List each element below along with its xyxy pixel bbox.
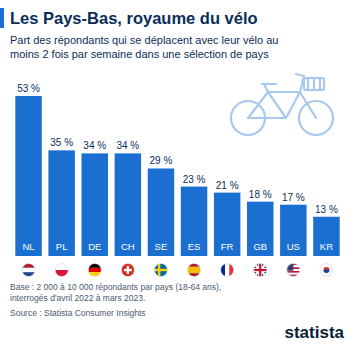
category-label: CH (121, 241, 135, 252)
bar (82, 153, 108, 256)
bar (280, 205, 306, 256)
flag-icon (22, 264, 35, 277)
category-label: DE (88, 241, 101, 252)
bar (48, 150, 74, 256)
bar (15, 96, 41, 256)
flag-outline (22, 264, 35, 277)
flag-icon (287, 264, 300, 277)
source: Source : Statista Consumer Insights (10, 308, 146, 318)
bar (148, 168, 174, 256)
flag-outline (88, 264, 101, 277)
data-label: 23 % (183, 174, 206, 185)
chart-svg: Les Pays-Bas, royaume du vélo Part des ré… (0, 0, 355, 355)
flag-icon (121, 264, 134, 277)
flag-outline (188, 264, 201, 277)
data-label: 17 % (282, 192, 305, 203)
flag-outline (221, 264, 234, 277)
data-label: 13 % (315, 204, 338, 215)
bar (313, 217, 339, 256)
category-label: KR (320, 241, 333, 252)
flag-outline (154, 264, 167, 277)
data-label: 34 % (83, 140, 106, 151)
chart-root: Les Pays-Bas, royaume du vélo Part des ré… (0, 0, 355, 355)
flag-icon (254, 264, 267, 277)
bike-icon (231, 74, 333, 135)
category-label: PL (56, 241, 68, 252)
data-label: 53 % (17, 83, 40, 94)
category-label: SE (155, 241, 168, 252)
category-label: US (287, 241, 300, 252)
flag-icon (55, 264, 68, 277)
category-label: GB (253, 241, 267, 252)
category-label: FR (221, 241, 234, 252)
flag-icon (221, 264, 234, 277)
flag-outline (320, 264, 333, 277)
flag-icon (188, 264, 201, 277)
logo: statista (284, 323, 344, 342)
flag-icon (154, 264, 167, 277)
category-label: ES (188, 241, 201, 252)
data-label: 29 % (150, 155, 173, 166)
flag-icon (88, 264, 101, 277)
flag-outline (287, 264, 300, 277)
data-label: 21 % (216, 180, 239, 191)
data-label: 18 % (249, 189, 272, 200)
bar (214, 193, 240, 256)
data-label: 35 % (50, 137, 73, 148)
data-label: 34 % (116, 140, 139, 151)
note: Base : 2 000 à 10 000 répondants par pay… (10, 282, 221, 303)
flag-icon (320, 264, 333, 277)
subtitle: Part des répondants qui se déplacent ave… (10, 34, 278, 60)
bars (15, 96, 339, 256)
category-label: NL (22, 241, 34, 252)
flag-outline (254, 264, 267, 277)
bar (247, 202, 273, 256)
flag-outline (121, 264, 134, 277)
bar (115, 153, 141, 256)
flag-outline (55, 264, 68, 277)
title-accent (0, 8, 4, 28)
title: Les Pays-Bas, royaume du vélo (10, 9, 258, 27)
bar (181, 187, 207, 256)
labels: 53 % NL 35 % PL 34 % DE 34 % CH 29 % SE 23 % ES 21 %… (17, 83, 338, 252)
